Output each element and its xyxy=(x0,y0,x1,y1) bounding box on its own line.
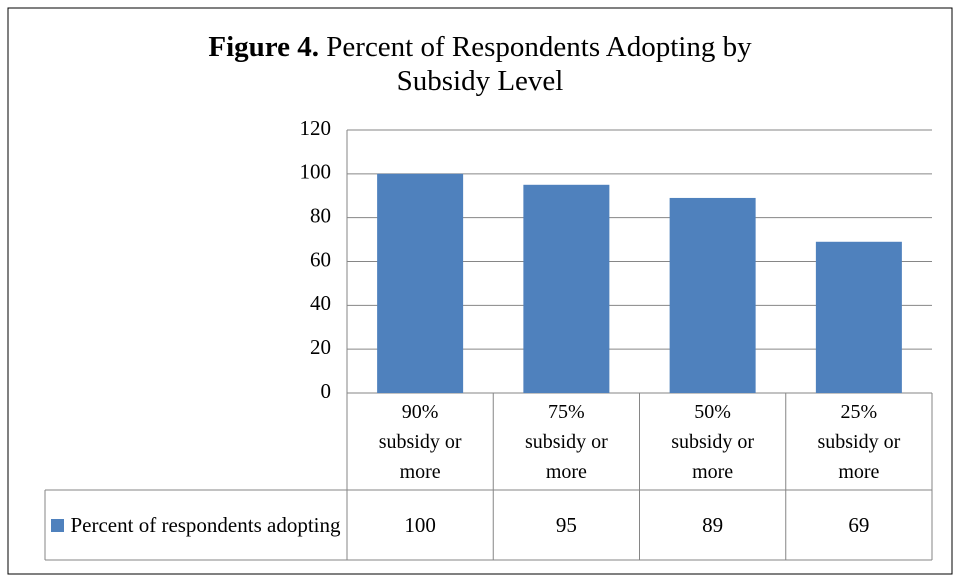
table-value: 69 xyxy=(786,490,932,560)
x-tick-label-text: 25% subsidy or more xyxy=(817,400,901,483)
x-tick-label: 50% subsidy or more xyxy=(640,393,786,490)
x-tick-label-text: 90% subsidy or more xyxy=(378,400,462,483)
x-tick-label: 75% subsidy or more xyxy=(493,393,639,490)
y-tick-label: 20 xyxy=(310,335,331,359)
y-tick-label: 40 xyxy=(310,291,331,315)
table-value: 89 xyxy=(640,490,786,560)
y-tick-label: 0 xyxy=(321,379,332,403)
y-tick-label: 100 xyxy=(300,160,332,184)
x-tick-label: 90% subsidy or more xyxy=(347,393,493,490)
table-value: 95 xyxy=(493,490,639,560)
bar xyxy=(669,197,756,393)
legend-entry: Percent of respondents adopting xyxy=(51,512,341,538)
table-value-text: 69 xyxy=(848,512,870,537)
legend-key xyxy=(51,519,65,532)
x-tick-label-text: 50% subsidy or more xyxy=(671,400,755,483)
bar xyxy=(815,241,902,393)
table-value-text: 100 xyxy=(404,512,436,537)
x-tick-label: 25% subsidy or more xyxy=(786,393,932,490)
bar xyxy=(377,173,464,393)
chart-title: Percent of Respondents Adopting by Subsi… xyxy=(326,31,752,97)
legend: Percent of respondents adopting xyxy=(45,490,347,560)
table-value: 100 xyxy=(347,490,493,560)
x-tick-label-text: 75% subsidy or more xyxy=(524,400,608,483)
bar xyxy=(523,184,610,393)
figure-label: Figure 4. xyxy=(208,31,320,63)
y-tick-label: 80 xyxy=(310,203,331,227)
legend-label: Percent of respondents adopting xyxy=(70,513,341,537)
table-value-text: 89 xyxy=(702,512,724,537)
chart-border xyxy=(7,7,953,575)
table-value-text: 95 xyxy=(555,512,577,537)
chart-title-box: Figure 4. Percent of Respondents Adoptin… xyxy=(160,30,800,98)
y-tick-label: 60 xyxy=(310,247,331,271)
y-tick-label: 120 xyxy=(300,116,332,140)
chart-title-block: Figure 4. Percent of Respondents Adoptin… xyxy=(100,30,860,98)
